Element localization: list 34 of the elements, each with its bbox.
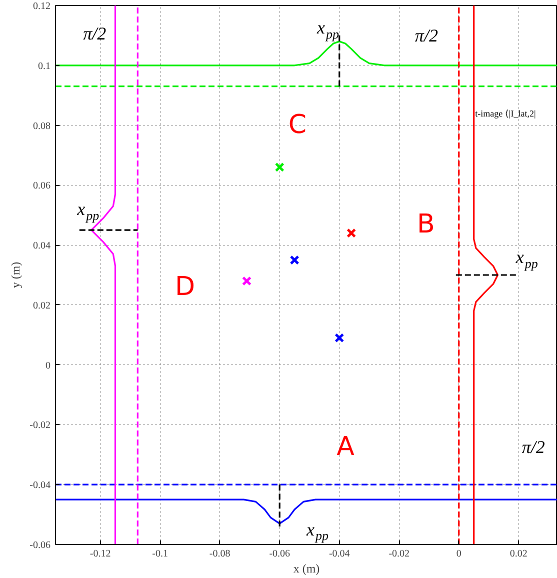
annotation: π/2 — [522, 436, 545, 457]
y-tick-label: 0.1 — [38, 60, 50, 72]
point — [346, 228, 356, 238]
x-tick-label: -0.06 — [269, 548, 290, 560]
x-tick-label: 0.02 — [510, 548, 528, 560]
annotation: t-image ⟨|I_lat,2| — [475, 108, 536, 118]
y-tick-label: -0.04 — [30, 480, 51, 492]
annotation: π/2 — [83, 24, 106, 44]
y-tick-label: 0.06 — [33, 180, 50, 192]
line-series — [56, 40, 557, 66]
y-tick-label: 0.12 — [33, 1, 50, 12]
annotation: D — [174, 272, 196, 302]
x-tick-label: -0.12 — [90, 548, 111, 560]
annotation: B — [416, 209, 435, 240]
y-axis-title: y (m) — [8, 262, 23, 288]
x-tick-label: -0.02 — [388, 548, 410, 560]
y-tick-label: 0.04 — [33, 240, 50, 252]
annotation: π/2 — [414, 26, 438, 46]
annotation: A — [336, 432, 355, 462]
line-series — [56, 498, 557, 524]
y-tick-label: 0.02 — [33, 300, 50, 312]
annotation: C — [288, 110, 307, 140]
y-tick-label: 0 — [46, 360, 50, 372]
x-axis-title: x (m) — [293, 562, 320, 576]
x-tick-label: -0.04 — [328, 548, 350, 560]
y-tick-label: -0.06 — [30, 540, 51, 551]
x-tick-label: -0.1 — [152, 548, 168, 560]
point — [274, 162, 284, 172]
point — [242, 276, 252, 286]
y-tick-label: 0.08 — [33, 120, 50, 132]
x-tick-label: -0.08 — [209, 548, 230, 560]
point — [290, 255, 300, 265]
y-tick-label: -0.02 — [30, 420, 51, 432]
x-tick-label: 0 — [456, 548, 462, 560]
